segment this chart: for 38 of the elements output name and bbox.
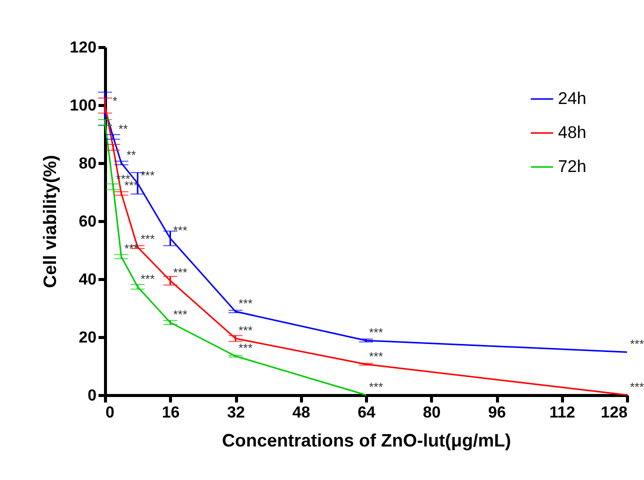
x-tick-label: 32 — [227, 404, 245, 422]
y-tick-label: 100 — [70, 98, 97, 114]
x-tick-label: 48 — [292, 404, 310, 422]
y-tick-label: 20 — [78, 330, 97, 346]
y-tick-label: 40 — [78, 272, 97, 288]
legend-label: 72h — [558, 157, 586, 176]
y-tick-label: 0 — [88, 388, 97, 404]
x-tick-label: 128 — [600, 404, 628, 422]
x-tick-label: 16 — [162, 404, 180, 422]
annotation: *** — [173, 308, 188, 322]
annotation: ** — [118, 122, 128, 136]
y-axis-title: Cell viability(%) — [40, 154, 60, 288]
annotation: *** — [140, 168, 155, 182]
annotation: *** — [368, 349, 384, 364]
x-tick-label: 0 — [106, 404, 114, 422]
annotation: *** — [140, 272, 155, 286]
legend-label: 24h — [558, 89, 586, 108]
annotation: *** — [173, 223, 188, 238]
x-axis-title: Concentrations of ZnO-lut(μg/mL) — [222, 430, 511, 450]
x-tick-label: 112 — [549, 404, 576, 422]
x-tick-label: 64 — [358, 404, 376, 422]
x-tick-label: 80 — [422, 404, 441, 422]
annotation: *** — [630, 380, 644, 394]
annotation: *** — [368, 380, 384, 394]
y-tick-label: 120 — [70, 40, 97, 56]
legend-label: 48h — [558, 123, 586, 142]
annotation: *** — [238, 323, 253, 338]
annotation: * — [112, 94, 118, 108]
x-tick-label: 96 — [488, 404, 506, 422]
y-tick-label: 60 — [78, 214, 97, 230]
annotation: ** — [126, 148, 136, 162]
annotation: *** — [368, 325, 384, 340]
annotation: *** — [630, 337, 644, 352]
annotation: *** — [173, 266, 188, 280]
annotation: *** — [238, 341, 253, 356]
annotation: *** — [140, 232, 155, 246]
annotation: *** — [238, 296, 253, 310]
y-tick-label: 80 — [78, 156, 97, 172]
